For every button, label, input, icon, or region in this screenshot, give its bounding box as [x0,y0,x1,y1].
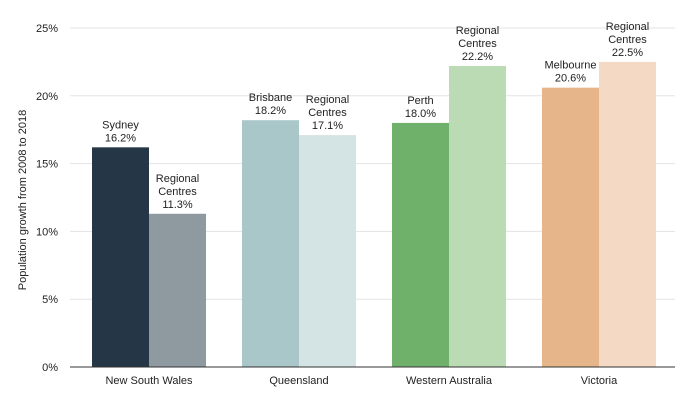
data-label: Regional Centres 22.2% [456,25,499,63]
x-category-label: Victoria [581,375,618,387]
y-tick-label: 10% [36,226,58,238]
bar [542,87,599,367]
bar [149,213,206,367]
x-category-label: Queensland [269,375,328,387]
data-label: Regional Centres 17.1% [306,94,349,132]
bar [299,135,356,367]
bar [92,147,149,367]
data-label: Regional Centres 11.3% [156,173,199,211]
bar [449,65,506,367]
data-labels: Sydney 16.2% Regional Centres 11.3% Brisbane 1… [102,21,649,211]
data-label: Regional Centres 22.5% [606,21,649,59]
data-label: Brisbane 18.2% [249,92,292,117]
data-label: Melbourne 20.6% [545,60,597,85]
y-tick-label: 15% [36,159,58,171]
x-category-label: Western Australia [406,375,493,387]
y-tick-label: 20% [36,91,58,103]
y-axis-title: Population growth from 2008 to 2018 [17,110,29,290]
y-tick-label: 25% [36,23,58,35]
bar [599,61,656,368]
y-tick-label: 0% [42,362,58,374]
y-tick-label: 5% [42,294,58,306]
bar [392,122,449,367]
bar [242,120,299,367]
bars [92,61,656,368]
data-label: Sydney 16.2% [102,119,139,144]
axes: 0% 5% 10% 15% 20% 25% New South Wales Queenslan… [36,23,675,387]
data-label: Perth 18.0% [405,95,436,120]
x-category-label: New South Wales [105,375,193,387]
